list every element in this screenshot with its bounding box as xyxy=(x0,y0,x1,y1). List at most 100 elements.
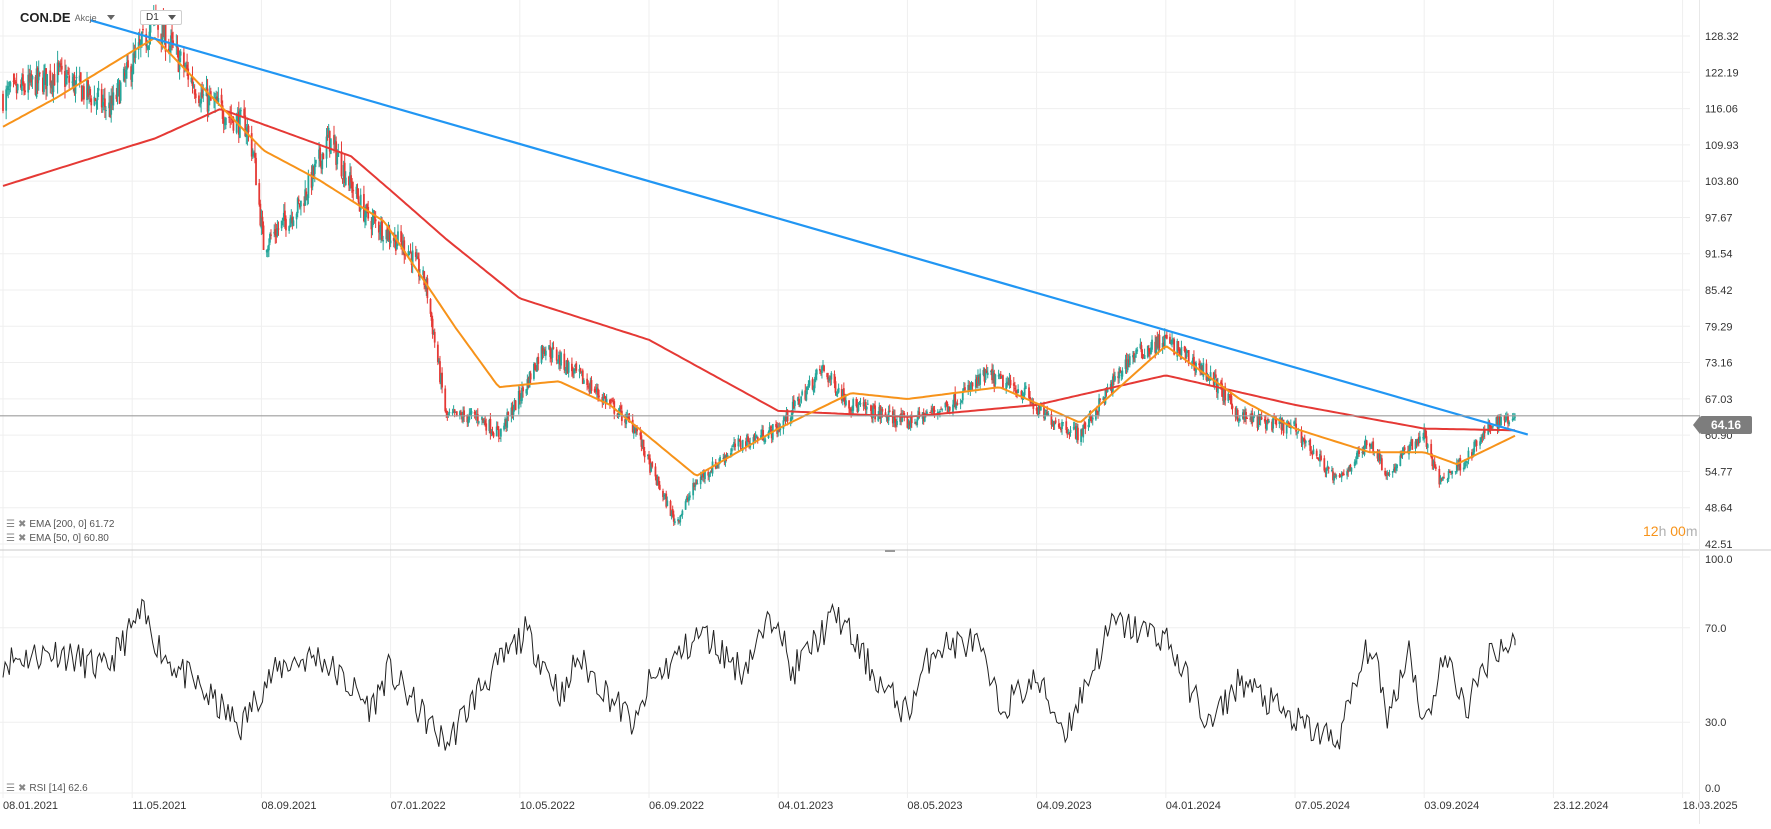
candle-body xyxy=(377,222,380,233)
candle xyxy=(799,403,801,408)
candle xyxy=(170,29,172,55)
candle-body xyxy=(902,413,905,415)
candle-body xyxy=(1353,461,1356,466)
candle xyxy=(1141,349,1144,360)
candle xyxy=(1075,423,1078,443)
candle-body xyxy=(1441,476,1444,481)
candle-body xyxy=(1224,386,1227,401)
candle xyxy=(192,81,195,89)
candle xyxy=(960,400,963,403)
candle xyxy=(68,67,71,89)
candle xyxy=(1104,387,1107,405)
candle-body xyxy=(783,418,786,420)
candle-body xyxy=(59,63,62,65)
candle xyxy=(440,372,442,390)
candle-body xyxy=(100,89,103,108)
trendline[interactable] xyxy=(89,19,1529,436)
candle-body xyxy=(575,363,578,371)
candle-body xyxy=(970,382,973,388)
indicator-rsi[interactable]: ☰ ✖ RSI [14] 62.6 xyxy=(6,783,88,794)
candle-body xyxy=(1119,369,1122,373)
candle-body xyxy=(848,400,850,409)
candle xyxy=(1132,350,1134,365)
candle xyxy=(270,229,272,240)
candle-body xyxy=(753,435,756,441)
candle-body xyxy=(44,68,46,75)
candle-body xyxy=(119,82,122,101)
candle-body xyxy=(843,398,846,405)
candle xyxy=(1353,459,1356,469)
candle xyxy=(1208,377,1211,386)
candle-body xyxy=(820,370,822,372)
chevron-down-icon[interactable] xyxy=(106,15,115,20)
candle-body xyxy=(16,84,19,91)
candle xyxy=(1186,350,1189,353)
candle xyxy=(849,407,851,414)
candle-body xyxy=(381,220,383,240)
candle xyxy=(1052,420,1055,431)
candle-body xyxy=(1511,418,1514,421)
candle-body xyxy=(304,189,307,206)
candle-body xyxy=(635,427,637,434)
candle xyxy=(1214,369,1217,379)
candle xyxy=(563,349,566,374)
settings-icon[interactable]: ☰ xyxy=(6,783,15,794)
candle-body xyxy=(836,392,839,394)
candle-body xyxy=(1481,436,1484,438)
pane-resize-handle[interactable] xyxy=(885,550,895,552)
candle xyxy=(1139,338,1142,350)
candle xyxy=(977,369,979,389)
instrument-header[interactable]: CON.DE Akcje xyxy=(20,10,115,25)
candle-body xyxy=(671,508,674,515)
candle xyxy=(290,209,293,227)
candle xyxy=(797,396,799,405)
candle-body xyxy=(7,86,10,91)
close-icon[interactable]: ✖ xyxy=(17,533,27,544)
candle-body xyxy=(1354,460,1357,463)
candle xyxy=(782,415,785,435)
candle xyxy=(444,385,447,413)
candle-body xyxy=(245,132,248,137)
candle-body xyxy=(983,369,986,382)
candle-body xyxy=(49,70,52,86)
candle xyxy=(1069,426,1072,437)
close-icon[interactable]: ✖ xyxy=(17,783,27,794)
candle xyxy=(975,375,978,389)
candle xyxy=(1187,349,1190,367)
candle-body xyxy=(931,407,934,413)
last-price-tag: 64.16 xyxy=(1693,416,1752,434)
candle xyxy=(1020,389,1023,400)
candle-body xyxy=(1157,337,1160,348)
candle xyxy=(112,84,115,111)
candle xyxy=(559,349,561,372)
candle xyxy=(1409,441,1411,452)
candle-body xyxy=(482,418,484,421)
candle-body xyxy=(1046,411,1049,415)
candle-body xyxy=(840,388,843,401)
indicator-ema50[interactable]: ☰ ✖ EMA [50, 0] 60.80 xyxy=(6,533,109,544)
candle-body xyxy=(1272,417,1275,429)
candle-body xyxy=(1141,354,1144,356)
candle-body xyxy=(1251,413,1254,424)
x-tick-label: 03.09.2024 xyxy=(1424,800,1479,812)
candle xyxy=(557,351,560,370)
candle-body xyxy=(122,68,125,81)
candle-body xyxy=(1308,440,1311,442)
settings-icon[interactable]: ☰ xyxy=(6,519,15,530)
candle xyxy=(102,88,105,111)
candle xyxy=(1083,420,1086,429)
settings-icon[interactable]: ☰ xyxy=(6,533,15,544)
candle-body xyxy=(823,365,825,372)
close-icon[interactable]: ✖ xyxy=(17,519,27,530)
candle xyxy=(525,388,528,397)
candle xyxy=(1268,418,1270,424)
candle-body xyxy=(1438,468,1441,485)
candle xyxy=(1479,437,1481,450)
candle-body xyxy=(514,400,517,411)
candle xyxy=(1068,431,1071,440)
timeframe-select[interactable]: D1 xyxy=(140,10,182,25)
candle xyxy=(288,225,291,234)
candle-body xyxy=(1039,406,1042,411)
indicator-ema200[interactable]: ☰ ✖ EMA [200, 0] 61.72 xyxy=(6,519,114,530)
